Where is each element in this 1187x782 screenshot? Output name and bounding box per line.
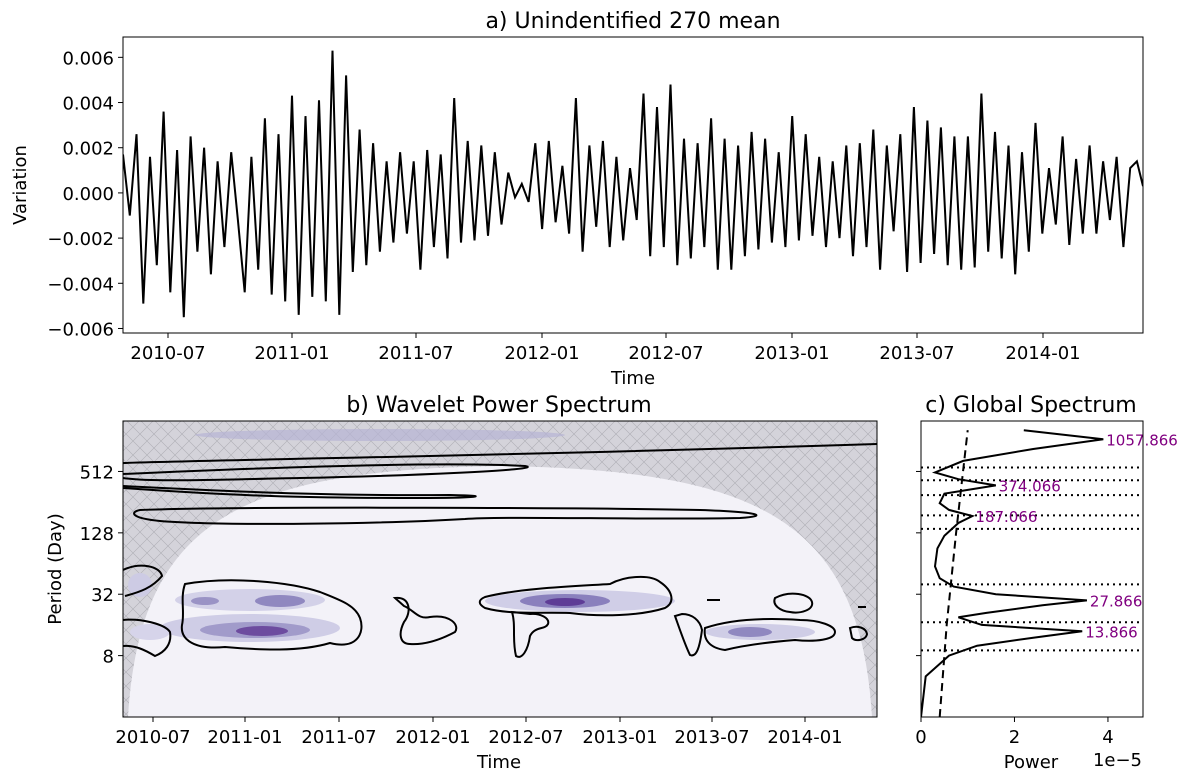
y-tick-label: 0.000 bbox=[62, 184, 114, 205]
panel-c-xlabel: Power bbox=[1004, 752, 1059, 773]
peak-period-label: 13.866 bbox=[1085, 623, 1138, 641]
peak-period-label: 1057.866 bbox=[1106, 431, 1178, 449]
y-tick-label: −0.002 bbox=[47, 229, 114, 250]
power-blob-2011-short bbox=[160, 614, 340, 642]
panel-b-xlabel: Time bbox=[476, 752, 521, 773]
x-tick-label: 2013-01 bbox=[582, 727, 657, 748]
panel-a-frame bbox=[122, 36, 1144, 334]
x-tick-label: 2013-07 bbox=[674, 727, 749, 748]
x-tick-label: 2012-01 bbox=[395, 727, 470, 748]
x-tick-label: 2010-07 bbox=[130, 343, 205, 364]
y-tick-label: 8 bbox=[103, 647, 114, 668]
y-tick-label: 0.002 bbox=[62, 139, 114, 160]
x-tick-label: 2013-07 bbox=[879, 343, 954, 364]
x-tick-label: 2013-01 bbox=[754, 343, 829, 364]
x-tick-label: 2011-01 bbox=[207, 727, 282, 748]
x-tick-label: 2011-07 bbox=[378, 343, 453, 364]
x-tick-label: 2 bbox=[1009, 727, 1020, 748]
y-tick-label: 0.004 bbox=[62, 94, 114, 115]
cone-of-influence-hatch bbox=[123, 421, 877, 717]
x-tick-label: 2011-07 bbox=[301, 727, 376, 748]
global-spectrum-curve bbox=[921, 429, 1104, 717]
x-tick-label: 2014-01 bbox=[767, 727, 842, 748]
x-tick-label: 2012-01 bbox=[504, 343, 579, 364]
y-tick-label: −0.006 bbox=[47, 319, 114, 340]
wavelet-panel: b) Wavelet Power Spectrum bbox=[45, 393, 878, 773]
panel-b-frame bbox=[122, 420, 878, 718]
y-tick-label: 128 bbox=[80, 524, 114, 545]
panel-c-frame bbox=[920, 420, 1144, 718]
x-tick-label: 4 bbox=[1102, 727, 1113, 748]
power-blob-2011-mid bbox=[175, 589, 325, 611]
panel-a-xlabel: Time bbox=[610, 368, 655, 389]
x-tick-label: 2012-07 bbox=[628, 343, 703, 364]
significance-contours bbox=[123, 443, 877, 658]
x-tick-label: 2014-01 bbox=[1005, 343, 1080, 364]
panel-c-title: c) Global Spectrum bbox=[925, 393, 1136, 418]
x-tick-label: 0 bbox=[915, 727, 926, 748]
y-tick-label: 512 bbox=[80, 462, 114, 483]
global-spectrum-panel: c) Global Spectrum 1057.866 374.066 187.06… bbox=[915, 393, 1178, 773]
y-tick-label: 32 bbox=[91, 585, 114, 606]
y-tick-label: −0.004 bbox=[47, 274, 114, 295]
variation-line bbox=[123, 50, 1143, 318]
time-series-panel: a) Unindentified 270 mean 0.006 0.004 0.00… bbox=[10, 9, 1144, 389]
panel-b-title: b) Wavelet Power Spectrum bbox=[346, 393, 651, 418]
power-blob-2012-mid bbox=[485, 590, 675, 612]
x-tick-label: 2012-07 bbox=[488, 727, 563, 748]
power-blob-left-edge bbox=[128, 573, 170, 640]
panel-a-ylabel: Variation bbox=[10, 145, 31, 225]
significance-curve bbox=[938, 430, 969, 717]
peak-period-label: 27.866 bbox=[1090, 592, 1143, 610]
panel-c-scale-label: 1e−5 bbox=[1093, 750, 1142, 771]
peak-period-label: 374.066 bbox=[999, 477, 1061, 495]
peak-period-label: 187.066 bbox=[975, 508, 1037, 526]
panel-a-title: a) Unindentified 270 mean bbox=[485, 9, 780, 34]
x-tick-label: 2010-07 bbox=[115, 727, 190, 748]
wavelet-upper-blob bbox=[195, 429, 565, 441]
y-tick-label: 0.006 bbox=[62, 48, 114, 69]
panel-b-ylabel: Period (Day) bbox=[45, 513, 66, 624]
x-tick-label: 2011-01 bbox=[254, 343, 329, 364]
power-blob-2013-short bbox=[705, 624, 815, 640]
